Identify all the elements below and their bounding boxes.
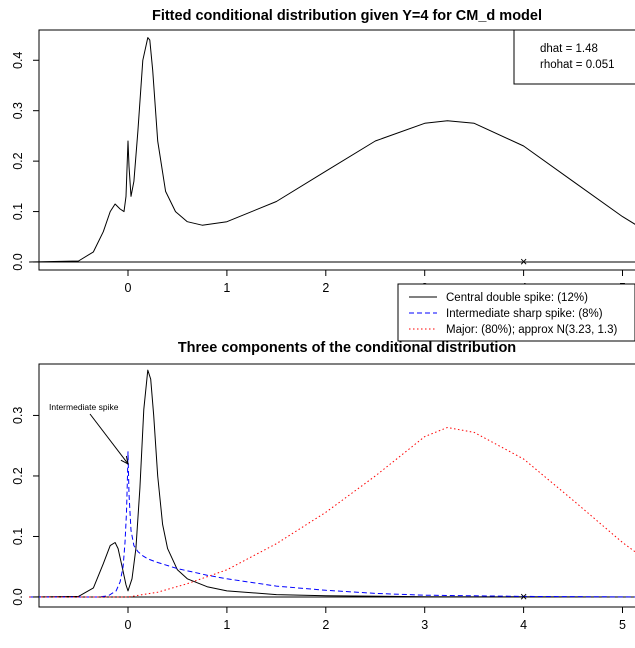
panel-2-series-line-0 [29,369,635,598]
panel-2-x-tick-label: 4 [520,618,527,632]
annotation-dhat: dhat = 1.48 [540,43,598,55]
legend-frame [397,283,635,342]
panel-1-observation-marker: × [520,255,527,269]
legend-label-central: Central double spike: (12%) [446,292,588,304]
panel-1-x-tick-label: 0 [125,281,132,295]
legend-label-intermediate: Intermediate sharp spike: (8%) [446,308,603,320]
panel-2-x-tick-label: 3 [421,618,428,632]
panel-2-series [29,369,635,598]
spike-annotation-arrowhead [120,455,129,465]
panel-2-plot-box [38,363,635,608]
annotation-box-frame [513,29,635,85]
panel-1-series-line-0 [29,37,635,263]
spike-annotation: Intermediate spike [49,402,129,465]
panel-2-series-line-1 [29,451,635,598]
panel-1-x-tick-label: 2 [322,281,329,295]
panel-2-y-tick-label: 0.3 [11,407,25,424]
panel-2-title: Three components of the conditional dist… [178,340,516,356]
panel-1-y-tick-label: 0.2 [11,152,25,169]
panel-2-y-tick-label: 0.1 [11,528,25,545]
panel-2: Three components of the conditional dist… [11,283,635,632]
panel-1-y-tick-label: 0.1 [11,203,25,220]
panel-1-y-tick-label: 0.0 [11,253,25,270]
panel-2-y-tick-label: 0.2 [11,467,25,484]
spike-annotation-label: Intermediate spike [49,402,119,412]
panel-2-x-tick-label: 0 [125,618,132,632]
panel-2-legend: Central double spike: (12%) Intermediate… [397,283,635,342]
panel-2-x-tick-label: 5 [619,618,626,632]
panel-2-y-axis: 0.0 0.1 0.2 0.3 [11,407,39,606]
panel-2-x-tick-label: 1 [223,618,230,632]
panel-2-observation-marker: × [520,590,527,604]
panel-1-plot-box [38,29,635,271]
panel-1-series [29,37,635,263]
panel-1-y-tick-label: 0.4 [11,52,25,69]
panel-1-y-axis: 0.0 0.1 0.2 0.3 0.4 [11,52,39,271]
panel-2-x-tick-label: 2 [322,618,329,632]
legend-label-major: Major: (80%); approx N(3.23, 1.3) [446,324,617,336]
panel-1-annotation-box: dhat = 1.48 rhohat = 0.051 [513,29,635,85]
panel-1-y-tick-label: 0.3 [11,102,25,119]
panel-2-y-tick-label: 0.0 [11,588,25,605]
panel-1-x-tick-label: 1 [223,281,230,295]
spike-annotation-arrow [89,413,129,465]
panel-1: Fitted conditional distribution given Y=… [11,8,635,295]
panel-1-title: Fitted conditional distribution given Y=… [152,8,542,24]
panel-2-x-axis: 0 1 2 3 4 5 [125,607,626,632]
annotation-rhohat: rhohat = 0.051 [540,59,615,71]
